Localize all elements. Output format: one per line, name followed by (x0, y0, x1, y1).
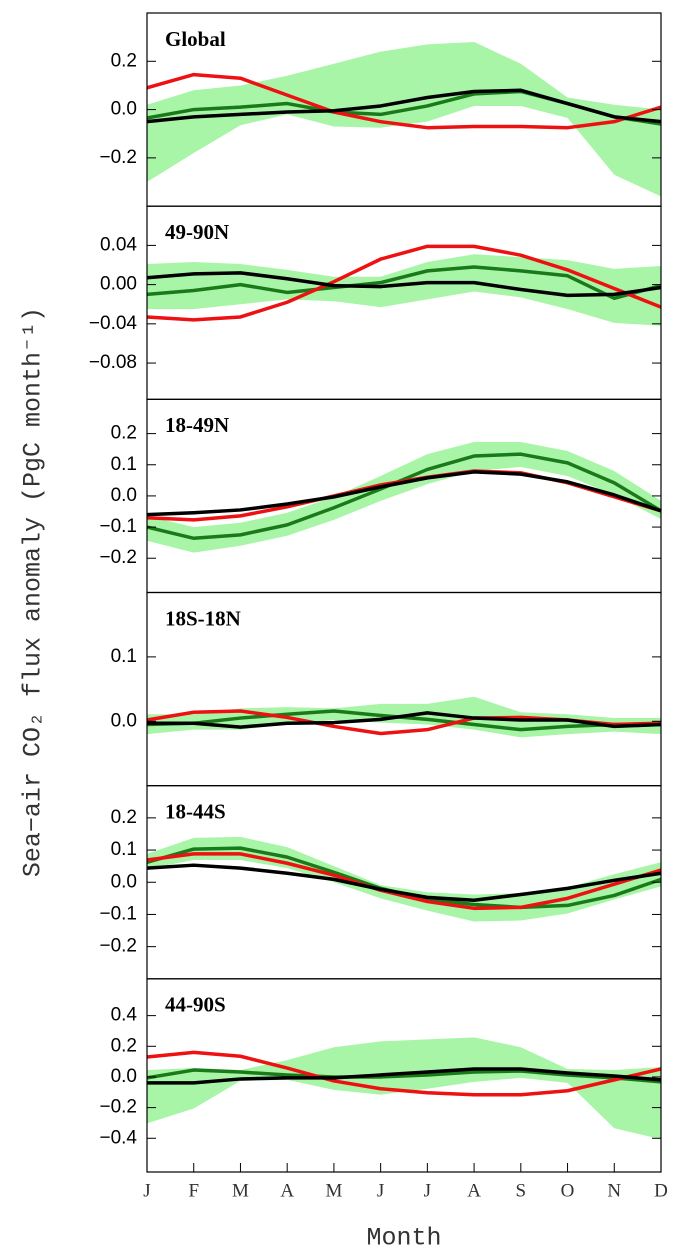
panel-title: Global (165, 27, 226, 51)
series-line (146, 88, 662, 124)
panel-frame (146, 978, 662, 1173)
y-tick-label: −0.1 (99, 516, 137, 537)
series-line (146, 265, 662, 301)
spread-band (147, 442, 661, 553)
spread-band (147, 41, 661, 197)
y-tick-label: −0.2 (99, 147, 137, 168)
y-tick-label: 0.0 (111, 710, 137, 731)
panel-title: 44-90S (165, 993, 226, 1017)
panel-title: 18-49N (165, 413, 229, 437)
y-tick-label: −0.08 (89, 352, 137, 373)
spread-band (147, 1037, 661, 1140)
x-tick-label: J (377, 1180, 384, 1201)
y-tick-label: 0.0 (111, 485, 137, 506)
y-tick-label: 0.2 (111, 1035, 137, 1056)
x-tick-label: M (325, 1180, 342, 1201)
x-tick-label: D (654, 1180, 668, 1201)
series-line (146, 271, 662, 298)
series-line (146, 852, 662, 911)
x-tick-label: O (561, 1180, 575, 1201)
y-tick-label: 0.2 (111, 807, 137, 828)
series-line (146, 452, 662, 541)
y-tick-label: 0.04 (100, 234, 137, 255)
panel-title: 49-90N (165, 220, 229, 244)
x-tick-label: A (467, 1180, 481, 1201)
x-tick-label: J (424, 1180, 431, 1201)
panel-title: 18-44S (165, 799, 226, 823)
y-tick-label: 0.4 (111, 1005, 138, 1026)
y-tick-label: 0.1 (111, 646, 137, 667)
series-line (147, 1067, 662, 1085)
y-tick-label: 0.2 (111, 423, 137, 444)
x-tick-label: J (143, 1180, 150, 1201)
series-line (146, 244, 662, 322)
series-line (146, 863, 662, 903)
y-tick-label: −0.1 (99, 903, 137, 924)
y-tick-label: −0.2 (99, 1097, 137, 1118)
y-tick-label: −0.2 (99, 936, 137, 957)
series-line (146, 470, 662, 517)
x-tick-label: S (516, 1180, 527, 1201)
y-tick-label: 0.2 (111, 50, 137, 71)
spread-band (147, 836, 661, 922)
y-tick-label: 0.0 (111, 1066, 137, 1087)
y-axis-label: Sea−air CO₂ flux anomaly (PgC month⁻¹) (19, 307, 48, 877)
y-tick-label: 0.1 (111, 839, 137, 860)
x-tick-label: N (607, 1180, 621, 1201)
x-tick-label: M (232, 1180, 249, 1201)
y-tick-label: 0.0 (111, 99, 137, 120)
x-axis-label: Month (366, 1224, 441, 1253)
x-tick-label: F (188, 1180, 199, 1201)
series-line (146, 1068, 662, 1084)
series-line (146, 72, 662, 130)
y-tick-label: −0.04 (89, 313, 138, 334)
x-tick-label: A (280, 1180, 294, 1201)
spread-band (147, 254, 661, 326)
y-tick-label: 0.0 (111, 871, 137, 892)
y-tick-label: −0.4 (99, 1127, 137, 1148)
y-tick-label: 0.1 (111, 454, 137, 475)
y-tick-label: 0.00 (100, 274, 137, 295)
y-tick-label: −0.2 (99, 547, 137, 568)
panel-title: 18S-18N (165, 606, 241, 630)
series-line (147, 711, 662, 729)
series-line (146, 1050, 662, 1097)
